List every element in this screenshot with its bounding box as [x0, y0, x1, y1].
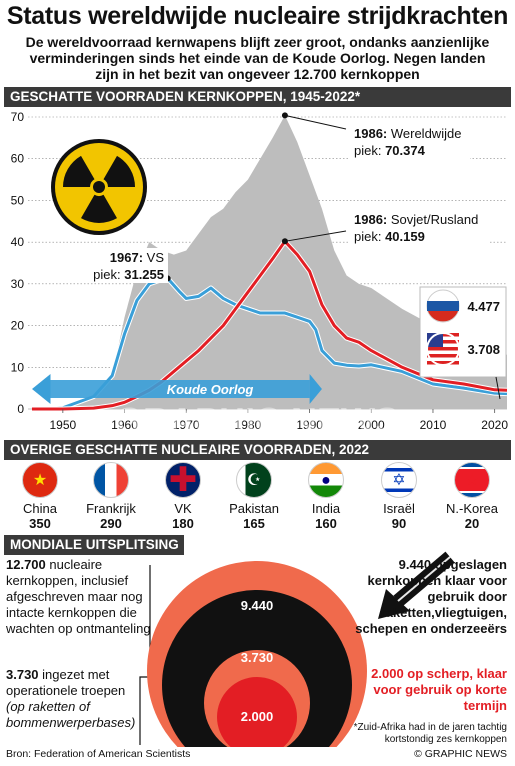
- country-name: Pakistan: [229, 501, 279, 516]
- country-name: India: [311, 501, 341, 516]
- x-tick-label: 1980: [235, 418, 262, 432]
- circle-label-3730: 3.730: [241, 650, 274, 665]
- annotation-world-peak-line2: piek: 70.374: [354, 143, 426, 158]
- country-5: ✡ Israël 90: [366, 462, 432, 531]
- country-name: VK: [174, 501, 192, 516]
- country-value: 180: [172, 516, 194, 531]
- x-tick-label: 2010: [420, 418, 447, 432]
- country-0: ★ China 350: [7, 462, 73, 531]
- country-value: 160: [315, 516, 337, 531]
- country-value: 165: [243, 516, 265, 531]
- annotation-bg: [350, 124, 470, 159]
- x-tick-label: 1990: [296, 418, 323, 432]
- source-text: Bron: Federation of American Scientists: [6, 748, 191, 760]
- section-header-other-stockpiles: OVERIGE GESCHATTE NUCLEAIRE VOORRADEN, 2…: [4, 440, 511, 460]
- x-tick-label: 2000: [358, 418, 385, 432]
- france-flag-icon: [93, 462, 129, 498]
- series-line-vs: [31, 276, 508, 411]
- y-tick-label: 70: [11, 110, 25, 124]
- peak-leader: [284, 230, 347, 242]
- annotation-bg: [98, 248, 168, 283]
- watermark: GRAPHIC NEWS: [115, 400, 399, 440]
- radiation-icon: [51, 139, 147, 235]
- y-tick-label: 0: [17, 402, 24, 416]
- breakdown-right-2: 2.000 op scherp, klaar voor gebruik op k…: [371, 666, 507, 713]
- cold-war-arrow-right: [309, 374, 322, 404]
- country-6: ★ N.-Korea 20: [439, 462, 505, 531]
- chart-ticks: 0 10 20 30 40 50 60 70 1950 1960 1970 1980 1990 2000 2…: [11, 110, 509, 432]
- circle-label-9440: 9.440: [241, 598, 274, 613]
- annotation-us-peak-line1: 1967: VS: [110, 250, 165, 265]
- annotation-bg: [350, 210, 490, 245]
- y-tick-label: 30: [11, 277, 25, 291]
- value-leader: [495, 376, 501, 400]
- country-name: N.-Korea: [445, 501, 499, 516]
- country-value: 90: [391, 516, 407, 531]
- country-name: China: [23, 501, 57, 516]
- usa-flag-icon: [426, 332, 460, 366]
- annotation-us-peak-line2: piek: 31.255: [93, 267, 164, 282]
- x-tick-label: 1970: [173, 418, 200, 432]
- uk-flag-icon: ✚: [165, 462, 201, 498]
- y-tick-label: 20: [11, 319, 25, 333]
- annotation-ussr-peak-line1: 1986: Sovjet/Rusland: [354, 212, 478, 227]
- usa-value: 3.708: [467, 342, 500, 357]
- pointer-arrow-head: [378, 589, 410, 619]
- russia-value: 4.477: [467, 299, 500, 314]
- footnote: *Zuid-Afrika had in de jaren tachtig kor…: [353, 722, 507, 745]
- annotation-ussr-peak-line2: piek: 40.159: [354, 229, 425, 244]
- y-tick-label: 40: [11, 235, 25, 249]
- stockpile-chart: 0 10 20 30 40 50 60 70 1950 1960 1970 1980 1990 2000 2…: [11, 110, 509, 440]
- circle-2000: [217, 677, 297, 747]
- section-header-breakdown: MONDIALE UITSPLITSING: [4, 535, 184, 555]
- page-title: Status wereldwijde nucleaire strijdkrach…: [6, 2, 509, 30]
- cold-war-arrow-left: [32, 374, 51, 404]
- russia-flag-icon: [426, 289, 460, 323]
- y-tick-label: 60: [11, 152, 25, 166]
- country-4: ● India 160: [293, 462, 359, 531]
- breakdown-circles: 12.700 9.440 3.730 2.000: [139, 545, 455, 747]
- country-name: Israël: [383, 501, 415, 516]
- intro-text: De wereldvoorraad kernwapens blijft zeer…: [25, 34, 490, 82]
- breakdown-left-2: 3.730 ingezet met operationele troepen (…: [6, 667, 136, 730]
- china-flag-icon: ★: [22, 462, 58, 498]
- country-name: Frankrijk: [86, 501, 136, 516]
- pakistan-flag-icon: ☪: [236, 462, 272, 498]
- country-1: Frankrijk 290: [78, 462, 144, 531]
- x-tick-label: 2020: [481, 418, 508, 432]
- north-korea-flag-icon: ★: [454, 462, 490, 498]
- israel-flag-icon: ✡: [381, 462, 417, 498]
- india-flag-icon: ●: [308, 462, 344, 498]
- breakdown-left-1: 12.700 nucleaire kernkoppen, inclusief a…: [6, 557, 151, 636]
- country-value: 290: [100, 516, 122, 531]
- cold-war-label: Koude Oorlog: [167, 382, 254, 397]
- annotation-world-peak-line1: 1986: Wereldwijde: [354, 126, 461, 141]
- chart-extras: Koude Oorlog 1986: Wereldwijde piek: 70.37…: [32, 112, 507, 440]
- country-value: 20: [464, 516, 480, 531]
- country-value: 350: [29, 516, 51, 531]
- x-tick-label: 1950: [49, 418, 76, 432]
- y-tick-label: 50: [11, 193, 25, 207]
- graphic-news-logo: © GRAPHIC NEWS: [414, 748, 507, 760]
- country-3: ☪ Pakistan 165: [221, 462, 287, 531]
- peak-leader: [167, 276, 171, 279]
- circle-label-2000: 2.000: [241, 709, 274, 724]
- x-tick-label: 1960: [111, 418, 138, 432]
- cold-war-bar: [50, 380, 310, 398]
- country-2: ✚ VK 180: [150, 462, 216, 531]
- breakdown-right-1: 9.440 opgeslagen kernkoppen klaar voor g…: [355, 557, 507, 636]
- y-tick-label: 10: [11, 360, 25, 374]
- circle-label-12700: 12.700: [237, 545, 277, 560]
- peak-leader: [284, 114, 347, 130]
- section-header-stockpiles: GESCHATTE VOORRADEN KERNKOPPEN, 1945-202…: [4, 87, 511, 107]
